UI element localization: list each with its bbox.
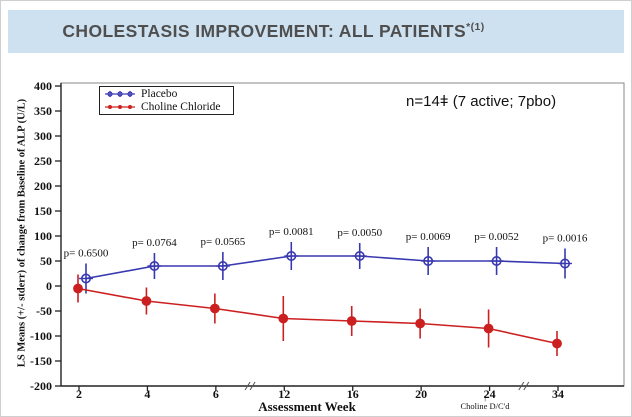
title-banner: CHOLESTASIS IMPROVEMENT: ALL PATIENTS*(1…	[8, 10, 624, 53]
chart-legend: Placebo Choline Chloride	[99, 86, 234, 115]
svg-text:6: 6	[213, 387, 219, 401]
svg-text:p= 0.0764: p= 0.0764	[132, 237, 177, 249]
svg-text:24: 24	[484, 387, 496, 401]
svg-text:350: 350	[34, 104, 52, 118]
choline-line-icon	[105, 104, 135, 109]
svg-text:200: 200	[34, 179, 52, 193]
legend-label-choline-chloride: Choline Chloride	[141, 100, 221, 113]
svg-text:16: 16	[347, 387, 359, 401]
sample-size-annotation: n=14ǂ (7 active; 7pbo)	[406, 93, 557, 110]
svg-text:-150: -150	[30, 354, 52, 368]
svg-text:p= 0.0081: p= 0.0081	[269, 226, 314, 238]
placebo-series	[79, 242, 573, 294]
p-value-labels: p= 0.6500 p= 0.0764 p= 0.0565 p= 0.0081 p= 0…	[64, 226, 588, 260]
legend-item-placebo: Placebo	[104, 88, 229, 100]
svg-text:12: 12	[278, 387, 290, 401]
svg-text:34: 34	[552, 387, 564, 401]
svg-text:-50: -50	[36, 304, 52, 318]
page-title-text: CHOLESTASIS IMPROVEMENT: ALL PATIENTS	[62, 21, 467, 41]
page-title: CHOLESTASIS IMPROVEMENT: ALL PATIENTS*(1…	[62, 21, 484, 42]
svg-text:50: 50	[40, 254, 52, 268]
svg-text:400: 400	[34, 79, 52, 93]
up-arrow-icon: ↑	[482, 393, 488, 404]
x-axis-ticks: 2 4 6 12 16 20 24 34	[76, 386, 564, 401]
svg-text:4: 4	[144, 387, 150, 401]
svg-text:-200: -200	[30, 379, 52, 393]
svg-text:2: 2	[76, 387, 82, 401]
choline-discontinued-annotation: ↑ Choline D/C'd	[460, 393, 510, 411]
svg-text:p= 0.0016: p= 0.0016	[543, 233, 588, 245]
svg-text:0: 0	[46, 279, 52, 293]
svg-text:p= 0.0052: p= 0.0052	[474, 231, 519, 243]
legend-item-choline-chloride: Choline Chloride	[104, 101, 229, 113]
svg-text:p= 0.0565: p= 0.0565	[201, 236, 246, 248]
svg-text:p= 0.0050: p= 0.0050	[337, 227, 382, 239]
legend-label-placebo: Placebo	[141, 88, 178, 101]
placebo-line-icon	[105, 91, 135, 98]
svg-text:20: 20	[415, 387, 427, 401]
svg-text:250: 250	[34, 154, 52, 168]
svg-text:300: 300	[34, 129, 52, 143]
choline-discontinued-label: Choline D/C'd	[460, 401, 510, 411]
svg-text:-100: -100	[30, 329, 52, 343]
choline-chloride-series	[73, 274, 562, 356]
svg-text:150: 150	[34, 204, 52, 218]
axis-break-marks	[244, 381, 530, 391]
y-axis-ticks: 400 350 300 250 200 150 100 50 0 -50 -100 -150 -200	[30, 79, 61, 393]
plot-area	[60, 82, 625, 387]
svg-text:p= 0.6500: p= 0.6500	[64, 248, 109, 260]
y-axis-label: LS Means (+/- stderr) of change from Bas…	[16, 98, 28, 368]
svg-text:p= 0.0069: p= 0.0069	[406, 231, 451, 243]
svg-text:100: 100	[34, 229, 52, 243]
title-footnote-marker: *(1)	[466, 21, 485, 34]
x-axis-label: Assessment Week	[258, 399, 356, 414]
